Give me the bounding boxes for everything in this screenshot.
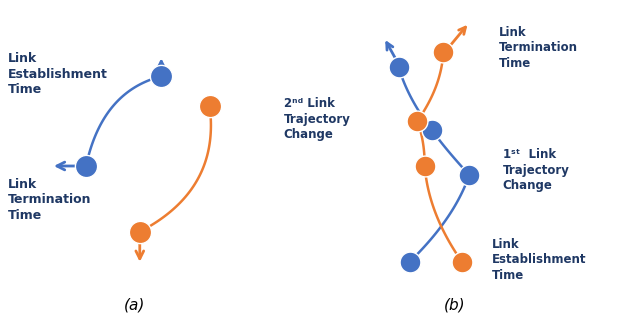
Text: Link
Establishment
Time: Link Establishment Time <box>492 238 586 282</box>
Text: 1ˢᵗ  Link
Trajectory
Change: 1ˢᵗ Link Trajectory Change <box>502 148 570 192</box>
Text: Link
Establishment
Time: Link Establishment Time <box>8 52 108 97</box>
Text: (b): (b) <box>444 297 465 312</box>
Text: Link
Termination
Time: Link Termination Time <box>8 178 92 222</box>
Text: Link
Termination
Time: Link Termination Time <box>499 26 578 70</box>
Text: 2ⁿᵈ Link
Trajectory
Change: 2ⁿᵈ Link Trajectory Change <box>284 97 351 141</box>
Text: (a): (a) <box>124 297 145 312</box>
